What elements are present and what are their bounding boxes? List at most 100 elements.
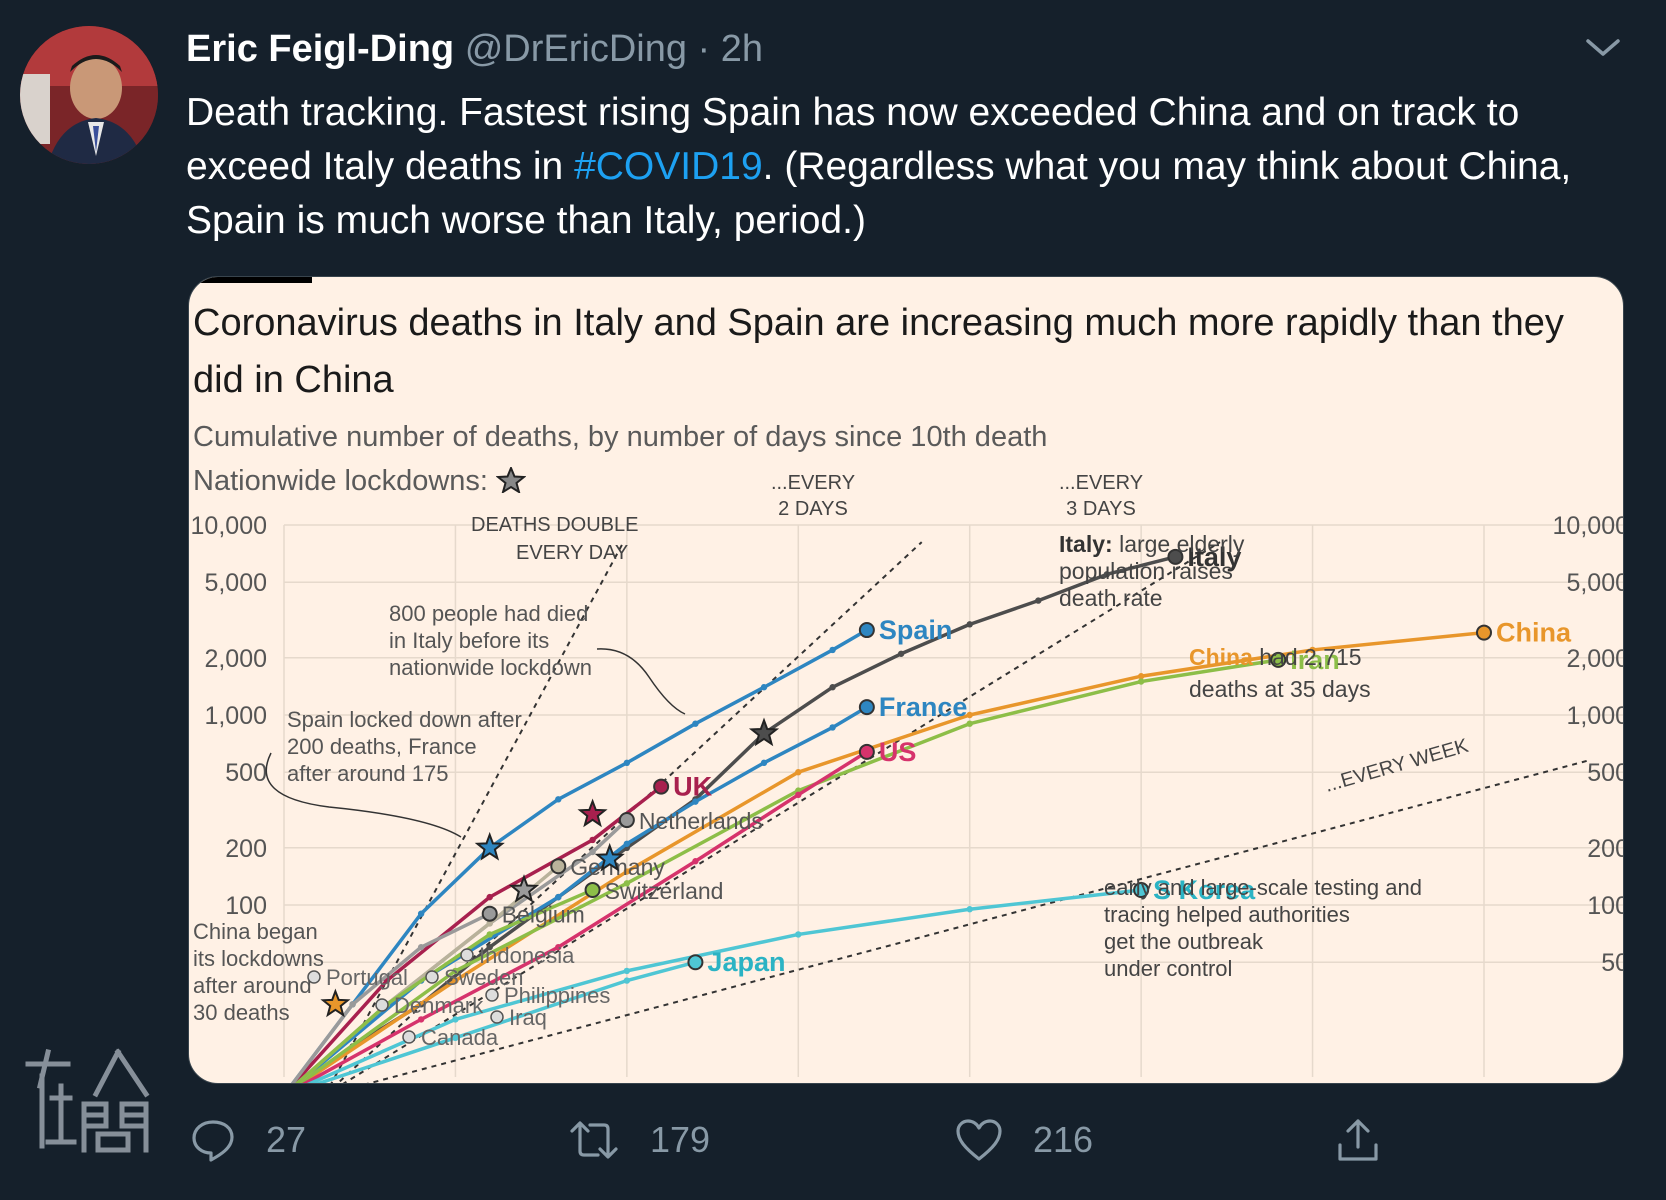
data-point <box>1035 597 1042 604</box>
y-tick-label-left: 1,000 <box>204 702 267 730</box>
y-tick-label-right: 500 <box>1587 759 1623 787</box>
lockdown-star-icon <box>577 798 608 828</box>
data-point <box>555 943 562 951</box>
author-name[interactable]: Eric Feigl-Ding <box>186 28 455 70</box>
data-point <box>795 768 802 776</box>
data-point <box>623 977 631 984</box>
data-point <box>486 943 493 951</box>
annotation-leader <box>596 648 686 715</box>
data-point <box>452 967 459 975</box>
data-point <box>452 977 459 984</box>
series-label: S Korea <box>1153 875 1256 905</box>
data-point <box>486 931 493 938</box>
data-point <box>452 1034 459 1042</box>
data-point <box>1137 673 1145 680</box>
retweet-count: 179 <box>650 1119 711 1160</box>
data-point <box>623 880 631 887</box>
y-tick-label-left: 500 <box>225 759 267 787</box>
annotation-italy-lockdown: 800 people had died <box>389 601 588 626</box>
minor-series-marker <box>490 1010 504 1024</box>
series-label: Italy <box>1187 542 1241 572</box>
data-point <box>760 759 768 767</box>
like-button[interactable]: 216 <box>955 1112 1093 1168</box>
data-point <box>692 798 699 805</box>
y-tick-label-left: 5,000 <box>204 569 267 597</box>
reply-icon <box>192 1120 234 1162</box>
annotation-china-lockdown: its lockdowns <box>193 946 324 971</box>
media-card[interactable]: Coronavirus deaths in Italy and Spain ar… <box>188 276 1624 1084</box>
series-line-s-korea <box>306 888 1142 1083</box>
series-label: Belgium <box>502 902 585 928</box>
series-end-marker <box>858 622 875 639</box>
data-point <box>623 868 631 875</box>
series-end-marker <box>584 881 601 898</box>
reference-line <box>330 541 625 1083</box>
annotation-italy-lockdown: nationwide lockdown <box>389 655 592 680</box>
annotation-italy: Italy: large elderly <box>1059 531 1245 557</box>
data-point <box>966 711 973 719</box>
reference-label: ...EVERY <box>1059 472 1143 494</box>
data-point <box>417 910 425 917</box>
y-tick-label-right: 100 <box>1587 892 1623 920</box>
series-end-marker <box>1167 548 1184 565</box>
retweet-button[interactable]: 179 <box>568 1112 710 1168</box>
reference-label: ...EVERY WEEK <box>1322 735 1471 797</box>
reference-label: ...EVERY <box>771 472 855 494</box>
data-point <box>486 920 493 927</box>
data-point <box>589 848 596 856</box>
annotation-china-lockdown: China began <box>193 919 318 944</box>
annotation-china-lockdown: after around <box>193 973 312 998</box>
author-handle[interactable]: @DrEricDing <box>464 28 687 70</box>
minor-series-marker <box>375 998 389 1012</box>
reference-label: 3 DAYS <box>1066 498 1136 520</box>
annotation-italy: death rate <box>1059 585 1163 611</box>
data-point <box>829 724 836 731</box>
tweet-text-part: . (Regardless what you may think about C… <box>186 145 1572 242</box>
share-icon <box>1338 1119 1378 1161</box>
data-point <box>555 796 562 803</box>
reference-line <box>366 759 1591 1083</box>
reference-label: EVERY DAY <box>516 542 628 564</box>
avatar[interactable] <box>20 26 158 164</box>
lockdown-star-icon <box>594 842 625 872</box>
reply-button[interactable]: 27 <box>190 1112 306 1168</box>
series-end-marker <box>550 858 567 875</box>
annotation-spain-lockdown: after around 175 <box>287 761 448 786</box>
annotation-china-lockdown: 30 deaths <box>193 1000 290 1025</box>
minor-series-marker <box>402 1030 416 1044</box>
series-line-japan <box>314 960 696 1083</box>
lockdown-star-icon <box>508 874 540 903</box>
data-point <box>623 759 631 767</box>
lockdown-star-icon <box>748 717 780 747</box>
series-end-marker <box>1133 881 1150 898</box>
tweet-actions: 27 179 216 <box>0 1112 1666 1172</box>
series-label: Iran <box>1290 645 1340 675</box>
lockdown-legend: Nationwide lockdowns: <box>193 465 527 498</box>
minor-series-label: Philippines <box>504 983 610 1008</box>
data-point <box>966 906 973 913</box>
lockdown-star-icon <box>474 831 505 861</box>
annotation-s-korea: under control <box>1104 956 1232 981</box>
chevron-down-icon[interactable] <box>1585 36 1621 60</box>
y-tick-label-right: 50 <box>1601 949 1623 977</box>
card-accent-bar <box>189 277 312 283</box>
data-point <box>795 931 802 938</box>
chart-subtitle: Cumulative number of deaths, by number o… <box>193 421 1048 453</box>
share-button[interactable] <box>1335 1112 1381 1168</box>
y-tick-label-right: 200 <box>1587 835 1623 863</box>
hashtag-link[interactable]: #COVID19 <box>574 145 763 188</box>
y-tick-label-right: 2,000 <box>1566 645 1623 673</box>
tweet-timestamp[interactable]: 2h <box>720 28 764 70</box>
data-point <box>692 720 699 727</box>
lockdown-legend-label: Nationwide lockdowns: <box>193 465 488 497</box>
minor-series-label: Indonesia <box>479 943 575 968</box>
y-tick-label-right: 10,000 <box>1553 512 1623 540</box>
annotation-spain-lockdown: 200 deaths, France <box>287 734 477 759</box>
data-point <box>486 893 493 901</box>
lockdown-star-icon <box>320 988 351 1018</box>
minor-series-label: Iraq <box>509 1005 547 1030</box>
data-point <box>966 720 973 727</box>
series-label: US <box>879 737 917 767</box>
series-end-marker <box>687 954 704 971</box>
series-line-spain <box>290 628 868 1083</box>
